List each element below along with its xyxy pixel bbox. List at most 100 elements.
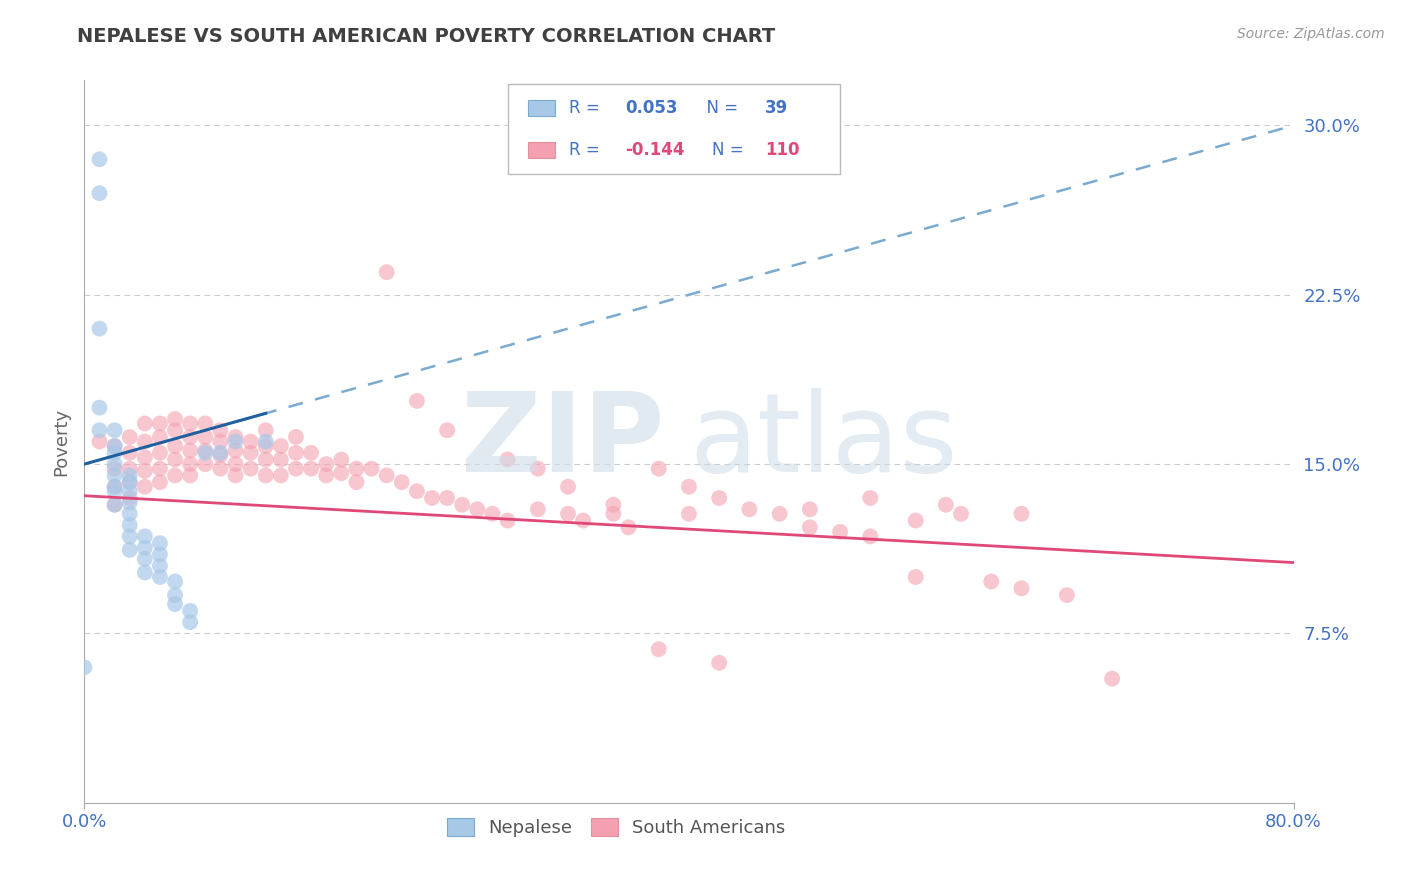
Point: [330, 466, 353, 480]
Point: [830, 524, 852, 539]
Text: NEPALESE VS SOUTH AMERICAN POVERTY CORRELATION CHART: NEPALESE VS SOUTH AMERICAN POVERTY CORRE…: [77, 27, 776, 45]
Point: [859, 491, 882, 505]
Point: [496, 452, 519, 467]
Point: [270, 468, 292, 483]
Point: [406, 484, 429, 499]
Point: [118, 461, 141, 475]
Point: [225, 443, 247, 458]
Point: [149, 536, 172, 550]
Point: [118, 446, 141, 460]
Point: [104, 439, 127, 453]
Point: [799, 520, 821, 534]
Bar: [529, 100, 555, 116]
Point: [179, 443, 201, 458]
Point: [709, 656, 731, 670]
Text: N =: N =: [711, 141, 749, 160]
Text: 39: 39: [765, 99, 789, 117]
Point: [375, 468, 398, 483]
Point: [225, 457, 247, 471]
Text: ZIP: ZIP: [461, 388, 665, 495]
Point: [134, 566, 156, 580]
Point: [149, 558, 172, 573]
Point: [935, 498, 957, 512]
Point: [134, 552, 156, 566]
Point: [118, 495, 141, 509]
Point: [678, 507, 700, 521]
Point: [104, 498, 127, 512]
Point: [239, 434, 262, 449]
Point: [149, 548, 172, 562]
Point: [89, 401, 111, 415]
Point: [104, 480, 127, 494]
Point: [1056, 588, 1078, 602]
Point: [118, 491, 141, 505]
Text: Source: ZipAtlas.com: Source: ZipAtlas.com: [1237, 27, 1385, 41]
Point: [346, 475, 368, 490]
Point: [179, 604, 201, 618]
Point: [149, 570, 172, 584]
Point: [89, 153, 111, 167]
Point: [134, 417, 156, 431]
Point: [149, 417, 172, 431]
Point: [572, 514, 595, 528]
Point: [118, 529, 141, 543]
Point: [89, 321, 111, 335]
Point: [118, 542, 141, 557]
Point: [209, 423, 232, 437]
Point: [179, 615, 201, 630]
Text: 110: 110: [765, 141, 800, 160]
Point: [330, 452, 353, 467]
Point: [209, 461, 232, 475]
Point: [118, 475, 141, 490]
Point: [285, 446, 308, 460]
Point: [118, 518, 141, 533]
Point: [299, 446, 322, 460]
Point: [89, 186, 111, 201]
Point: [254, 434, 277, 449]
Point: [527, 461, 550, 475]
Point: [285, 461, 308, 475]
Point: [1101, 672, 1123, 686]
Point: [254, 423, 277, 437]
Point: [118, 475, 141, 490]
Point: [375, 265, 398, 279]
Point: [118, 484, 141, 499]
Point: [709, 491, 731, 505]
Point: [209, 434, 232, 449]
Point: [104, 468, 127, 483]
Point: [254, 439, 277, 453]
Point: [104, 457, 127, 471]
Point: [299, 461, 322, 475]
Point: [678, 480, 700, 494]
Point: [557, 507, 579, 521]
Point: [194, 443, 217, 458]
Point: [134, 464, 156, 478]
Point: [859, 529, 882, 543]
Point: [1011, 507, 1033, 521]
Point: [420, 491, 443, 505]
Text: atlas: atlas: [689, 388, 957, 495]
Point: [648, 642, 671, 657]
Point: [406, 393, 429, 408]
Point: [104, 461, 127, 475]
Text: 0.053: 0.053: [624, 99, 678, 117]
Point: [904, 570, 927, 584]
Point: [149, 475, 172, 490]
Legend: Nepalese, South Americans: Nepalese, South Americans: [440, 811, 793, 845]
Point: [225, 434, 247, 449]
Point: [391, 475, 413, 490]
Point: [165, 574, 187, 589]
Point: [270, 439, 292, 453]
Point: [149, 430, 172, 444]
Point: [738, 502, 761, 516]
Text: R =: R =: [569, 99, 605, 117]
Point: [149, 446, 172, 460]
Point: [149, 461, 172, 475]
Point: [118, 468, 141, 483]
Point: [1011, 582, 1033, 596]
Point: [134, 529, 156, 543]
Point: [602, 507, 624, 521]
Point: [481, 507, 503, 521]
Point: [769, 507, 792, 521]
Text: R =: R =: [569, 141, 605, 160]
